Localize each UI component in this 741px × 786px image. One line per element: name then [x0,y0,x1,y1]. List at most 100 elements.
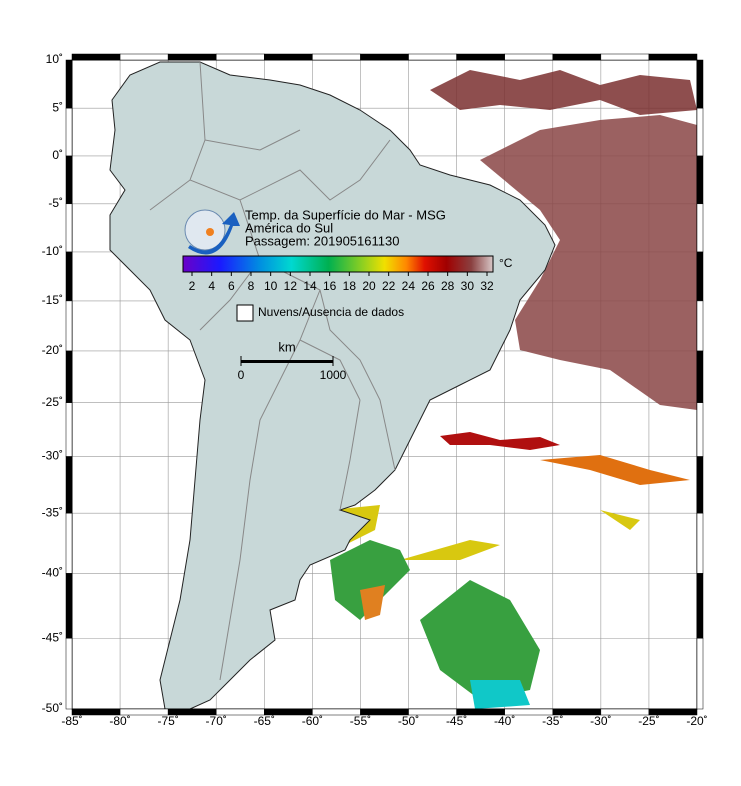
logo [184,209,240,255]
border-segment [65,59,73,109]
y-tick-label: -45˚ [42,630,63,644]
y-tick-label: -25˚ [42,395,63,409]
border-segment [119,53,169,61]
colorbar [182,255,494,273]
border-segment [312,53,361,61]
colorbar-tick-label: 24 [402,279,416,293]
border-segment [648,53,698,61]
border-segment [65,251,73,302]
border-segment [360,53,409,61]
border-segment [696,107,704,157]
border-segment [696,512,704,574]
colorbar-tick-label: 12 [284,279,298,293]
border-segment [65,402,73,457]
border-segment [696,155,704,205]
colorbar-tick-label: 32 [480,279,494,293]
border-segment [65,300,73,352]
sst-orange [540,455,690,485]
scale-tick-label: 0 [238,368,245,382]
y-tick-label: -15˚ [42,293,63,307]
region: América do Sul [245,220,333,235]
border-segment [264,53,313,61]
x-tick-label: -25˚ [638,714,659,728]
sst-cyan [470,680,530,709]
y-tick-label: -30˚ [42,449,63,463]
border-segment [648,708,698,716]
sst-warm-north [430,70,697,115]
border-segment [65,203,73,253]
sst-warm-east [480,115,697,410]
border-segment [65,350,73,403]
border-segment [65,155,73,205]
x-tick-label: -35˚ [542,714,563,728]
border-segment [696,637,704,710]
border-segment [696,300,704,352]
border-segment [696,203,704,253]
y-tick-label: 5˚ [52,100,63,114]
border-segment [696,402,704,457]
border-segment [65,456,73,514]
border-segment [600,53,650,61]
colorbar-ticks: 2 4 6 8 10 12 14 16 18 20 22 24 26 28 30 32 [189,272,494,293]
sst-patches [109,61,697,709]
colorbar-tick-label: 26 [421,279,435,293]
border-segment [552,53,602,61]
colorbar-tick-label: 14 [303,279,317,293]
y-tick-label: 10˚ [46,52,63,66]
x-tick-label: -45˚ [446,714,467,728]
border-segment [696,456,704,514]
sst-green [330,540,540,700]
border-segment [696,573,704,639]
colorbar-tick-label: 2 [189,279,196,293]
x-tick-label: -85˚ [61,714,82,728]
border-segment [696,251,704,302]
border-segment [696,350,704,403]
x-tick-label: -65˚ [254,714,275,728]
colorbar-tick-label: 20 [362,279,376,293]
sst-yellow [330,505,640,560]
frame-border [65,53,704,716]
border-segment [65,512,73,574]
logo-dot [206,228,214,236]
x-tick-label: -30˚ [590,714,611,728]
colorbar-unit: °C [499,256,513,270]
y-tick-label: -10˚ [42,244,63,258]
border-segment [65,637,73,710]
scale-bar-line [241,360,333,363]
x-tick-label: -70˚ [206,714,227,728]
border-segment [215,53,265,61]
y-tick-label: -40˚ [42,566,63,580]
scale-tick-label: 1000 [320,368,347,382]
colorbar-tick-label: 16 [323,279,337,293]
legend-swatch [236,304,254,322]
border-segment [696,59,704,109]
colorbar-tick-label: 10 [264,279,278,293]
sst-orange-south [360,585,385,620]
x-tick-label: -75˚ [157,714,178,728]
borders [149,61,396,681]
border-segment [71,53,121,61]
logo-swoosh [188,212,240,255]
colorbar-tick-label: 4 [208,279,215,293]
x-tick-label: -40˚ [494,714,515,728]
scale-unit: km [278,339,295,354]
y-tick-label: -35˚ [42,505,63,519]
y-tick-label: 0˚ [52,148,63,162]
x-tick-label: -80˚ [109,714,130,728]
border-segment [456,53,505,61]
title: Temp. da Superfície do Mar - MSG [245,207,446,222]
y-tick-label: -50˚ [42,701,63,715]
colorbar-tick-label: 18 [343,279,357,293]
sst-red [440,432,560,450]
colorbar-tick-label: 28 [441,279,455,293]
colorbar-tick-label: 30 [461,279,475,293]
x-tick-label: -50˚ [398,714,419,728]
logo-globe [184,209,226,251]
x-tick-label: -20˚ [686,714,707,728]
border-segment [504,53,554,61]
colorbar-tick-label: 22 [382,279,396,293]
y-tick-label: -5˚ [48,196,63,210]
legend-label: Nuvens/Ausencia de dados [258,305,404,319]
y-tick-label: -20˚ [42,343,63,357]
